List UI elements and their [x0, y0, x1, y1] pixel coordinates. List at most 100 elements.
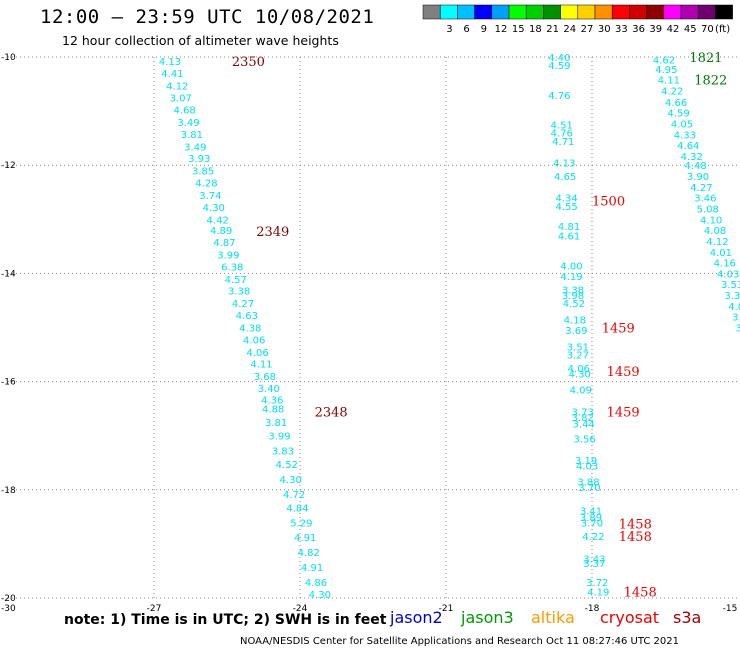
- mission-label: cryosat: [600, 608, 660, 627]
- wave-height-value: 3.53: [721, 280, 740, 291]
- legend-unit-label: (ft): [715, 24, 730, 35]
- wave-height-value: 3.72: [586, 578, 608, 589]
- wave-height-value: 3.85: [192, 167, 214, 178]
- legend-bin-label: 39: [649, 24, 662, 35]
- page-title: 12:00 – 23:59 UTC 10/08/2021: [40, 6, 375, 28]
- wave-height-value: 4.91: [301, 563, 323, 574]
- wave-height-value: 4.36: [261, 395, 283, 406]
- wave-height-value: 3.90: [687, 172, 709, 183]
- wave-height-value: 4.59: [548, 61, 570, 72]
- mission-label: jason2: [390, 608, 443, 627]
- wave-height-value: 3.88: [577, 478, 599, 489]
- x-tick-label: -24: [293, 604, 308, 614]
- wave-height-value: 4.01: [710, 248, 732, 259]
- x-tick-label: -27: [147, 604, 162, 614]
- wave-height-value: 4.63: [236, 311, 258, 322]
- wave-height-value: 4.11: [250, 360, 272, 371]
- wave-height-value: 4.06: [246, 348, 268, 359]
- legend-bin-label: 42: [667, 24, 680, 35]
- wave-height-value: 4.65: [554, 172, 576, 183]
- wave-height-value: 3.70: [581, 518, 603, 529]
- wave-height-value: 3.73: [572, 407, 594, 418]
- wave-height-value: 4.42: [207, 215, 229, 226]
- wave-height-value: 3.93: [188, 154, 210, 165]
- legend-swatch: [491, 4, 510, 20]
- x-tick-label: -21: [439, 604, 454, 614]
- wave-height-value: 4.19: [587, 588, 609, 599]
- legend-bin-label: 36: [632, 24, 645, 35]
- wave-height-value: 3.99: [268, 432, 290, 443]
- legend-swatch: [560, 4, 579, 20]
- wave-height-value: 4.13: [553, 158, 575, 169]
- wave-height-value: 4.59: [667, 109, 689, 120]
- y-tick-label: -16: [1, 378, 16, 388]
- legend-bin-label: 70: [701, 24, 714, 35]
- wave-height-value: 4.22: [661, 87, 683, 98]
- wave-height-value: 4.76: [548, 91, 570, 102]
- wave-height-value: 4.52: [563, 299, 585, 310]
- wave-height-value: 4.30: [309, 590, 331, 601]
- wave-height-value: 3.74: [199, 191, 221, 202]
- wave-height-value: 3.36: [724, 291, 740, 302]
- credit-line: NOAA/NESDIS Center for Satellite Applica…: [240, 636, 679, 647]
- wave-height-value: 3.99: [217, 250, 239, 261]
- wave-height-value: 3.40: [258, 384, 280, 395]
- wave-height-value: 4.38: [239, 324, 261, 335]
- wave-height-value: 4.32: [681, 152, 703, 163]
- wave-height-value: 4.84: [286, 504, 308, 515]
- legend-swatch: [543, 4, 561, 20]
- wave-height-value: 3.71: [736, 324, 740, 335]
- wave-height-value: 4.16: [714, 259, 736, 270]
- legend-swatch: [663, 4, 682, 20]
- wave-height-value: 4.87: [213, 238, 235, 249]
- legend-swatch: [422, 4, 441, 20]
- wave-height-value: 4.55: [556, 202, 578, 213]
- wave-height-value: 3.99: [732, 313, 740, 324]
- wave-height-value: 3.44: [573, 419, 595, 430]
- wave-height-value: 4.30: [280, 475, 302, 486]
- wave-height-value: 4.33: [674, 130, 696, 141]
- legend-bin-label: 12: [495, 24, 508, 35]
- wave-height-value: 4.71: [552, 137, 574, 148]
- wave-height-value: 4.06: [243, 335, 265, 346]
- legend-bin-label: 27: [581, 24, 594, 35]
- wave-height-value: 4.09: [570, 386, 592, 397]
- wave-height-value: 3.43: [583, 555, 605, 566]
- wave-height-value: 6.38: [221, 262, 243, 273]
- pass-time-tag: 1822: [694, 74, 727, 89]
- pass-time-tag: 1459: [607, 365, 640, 380]
- wave-height-value: 4.06: [568, 364, 590, 375]
- wave-height-value: 3.49: [184, 142, 206, 153]
- pass-time-tag: 2349: [256, 225, 289, 240]
- pass-time-tag: 1458: [619, 530, 652, 545]
- pass-time-tag: 1458: [624, 586, 657, 601]
- wave-height-value: 4.86: [305, 578, 327, 589]
- legend-swatch: [508, 4, 527, 20]
- legend-bin-label: 6: [463, 24, 469, 35]
- wave-height-value: 4.05: [671, 120, 693, 131]
- pass-time-tag: 2348: [315, 405, 348, 420]
- y-tick-label: -20: [1, 594, 16, 604]
- wave-height-value: 4.61: [558, 232, 580, 243]
- legend-swatch: [525, 4, 544, 20]
- mission-label: s3a: [673, 608, 702, 627]
- wave-height-value: 4.51: [551, 121, 573, 132]
- wave-height-value: 3.69: [565, 326, 587, 337]
- wave-height-value: 3.49: [177, 118, 199, 129]
- wave-height-value: 3.98: [562, 291, 584, 302]
- x-tick-label: -18: [585, 604, 600, 614]
- legend-bin-label: 21: [546, 24, 559, 35]
- wave-height-value: 3.70: [578, 483, 600, 494]
- wave-height-value: 3.82: [572, 413, 594, 424]
- wave-height-value: 3.51: [567, 342, 589, 353]
- wave-height-value: 3.37: [583, 559, 605, 570]
- legend-swatch: [697, 4, 716, 20]
- legend-bin-label: 15: [512, 24, 525, 35]
- pass-time-tag: 1459: [607, 405, 640, 420]
- wave-height-value: 4.62: [653, 56, 675, 67]
- wave-height-value: 4.48: [684, 161, 706, 172]
- wave-height-value: 4.91: [294, 533, 316, 544]
- wave-height-value: 4.01: [728, 302, 740, 313]
- wave-height-value: 4.13: [159, 57, 181, 68]
- legend-swatch: [577, 4, 596, 20]
